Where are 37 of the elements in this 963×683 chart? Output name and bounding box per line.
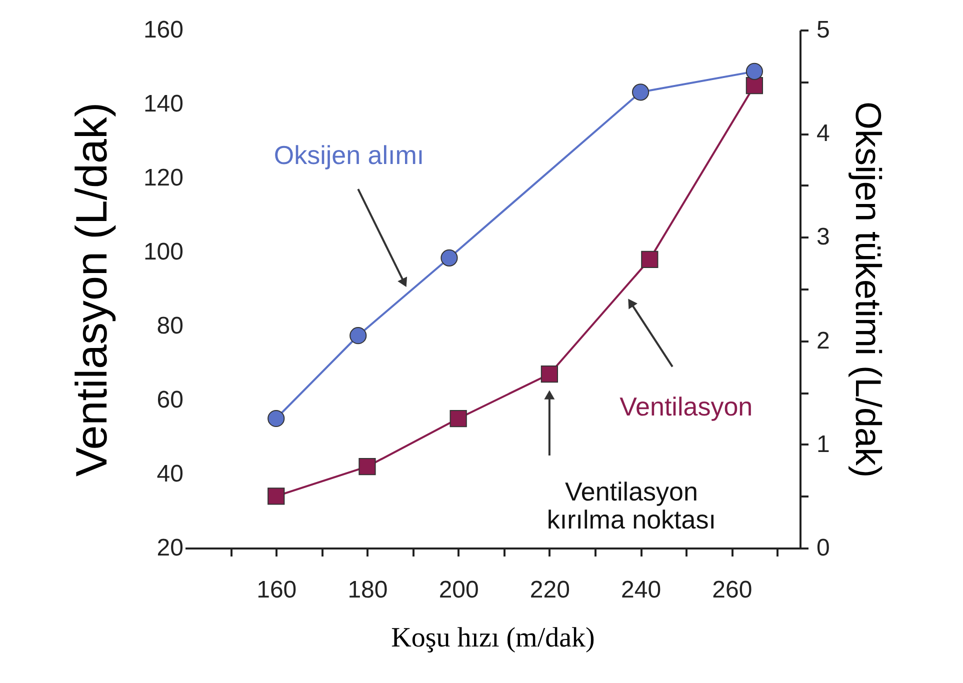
annotation: Ventilasyon kırılma noktası bbox=[546, 476, 716, 534]
point bbox=[268, 410, 285, 428]
x-tick-label: 240 bbox=[621, 576, 662, 604]
y-tick-label: 80 bbox=[156, 312, 184, 340]
y-tick-label: 40 bbox=[156, 460, 184, 488]
y2-tick-label: 4 bbox=[816, 120, 830, 148]
y-tick-label: 20 bbox=[156, 534, 184, 562]
y2-axis-title: Oksijen tüketimi (L/dak) bbox=[848, 101, 889, 478]
y-axis-title: Ventilasyon (L/dak) bbox=[67, 102, 116, 477]
point bbox=[746, 76, 764, 94]
text: Oksijen alımı bbox=[274, 140, 424, 170]
point bbox=[350, 327, 367, 344]
y-tick-label: 100 bbox=[143, 238, 184, 266]
x-tick-label: 180 bbox=[348, 576, 388, 604]
y2-tick-label: 1 bbox=[816, 430, 830, 458]
y2-tick-label: 3 bbox=[816, 224, 830, 251]
text: Ventilasyon bbox=[620, 391, 753, 422]
x-axis-title: Koşu hızı (m/dak) bbox=[391, 622, 595, 654]
point bbox=[450, 410, 467, 428]
x-tick-label: 220 bbox=[530, 576, 570, 604]
y-tick-label: 140 bbox=[143, 90, 184, 118]
point bbox=[746, 62, 764, 80]
y2-tick-label: 2 bbox=[816, 327, 830, 354]
y-tick-label: 120 bbox=[143, 164, 184, 192]
point bbox=[641, 250, 658, 268]
y-tick-label: 60 bbox=[156, 386, 184, 414]
y-tick-label: 160 bbox=[143, 16, 184, 44]
x-tick-label: 200 bbox=[438, 576, 479, 604]
x-tick-label: 160 bbox=[256, 576, 297, 604]
point bbox=[540, 366, 558, 383]
y2-tick-label: 5 bbox=[816, 16, 830, 44]
point bbox=[440, 249, 458, 266]
x-tick-label: 260 bbox=[712, 576, 752, 604]
point bbox=[632, 84, 650, 101]
point bbox=[358, 458, 376, 476]
y2-tick-label: 0 bbox=[816, 534, 830, 562]
point bbox=[268, 488, 285, 505]
